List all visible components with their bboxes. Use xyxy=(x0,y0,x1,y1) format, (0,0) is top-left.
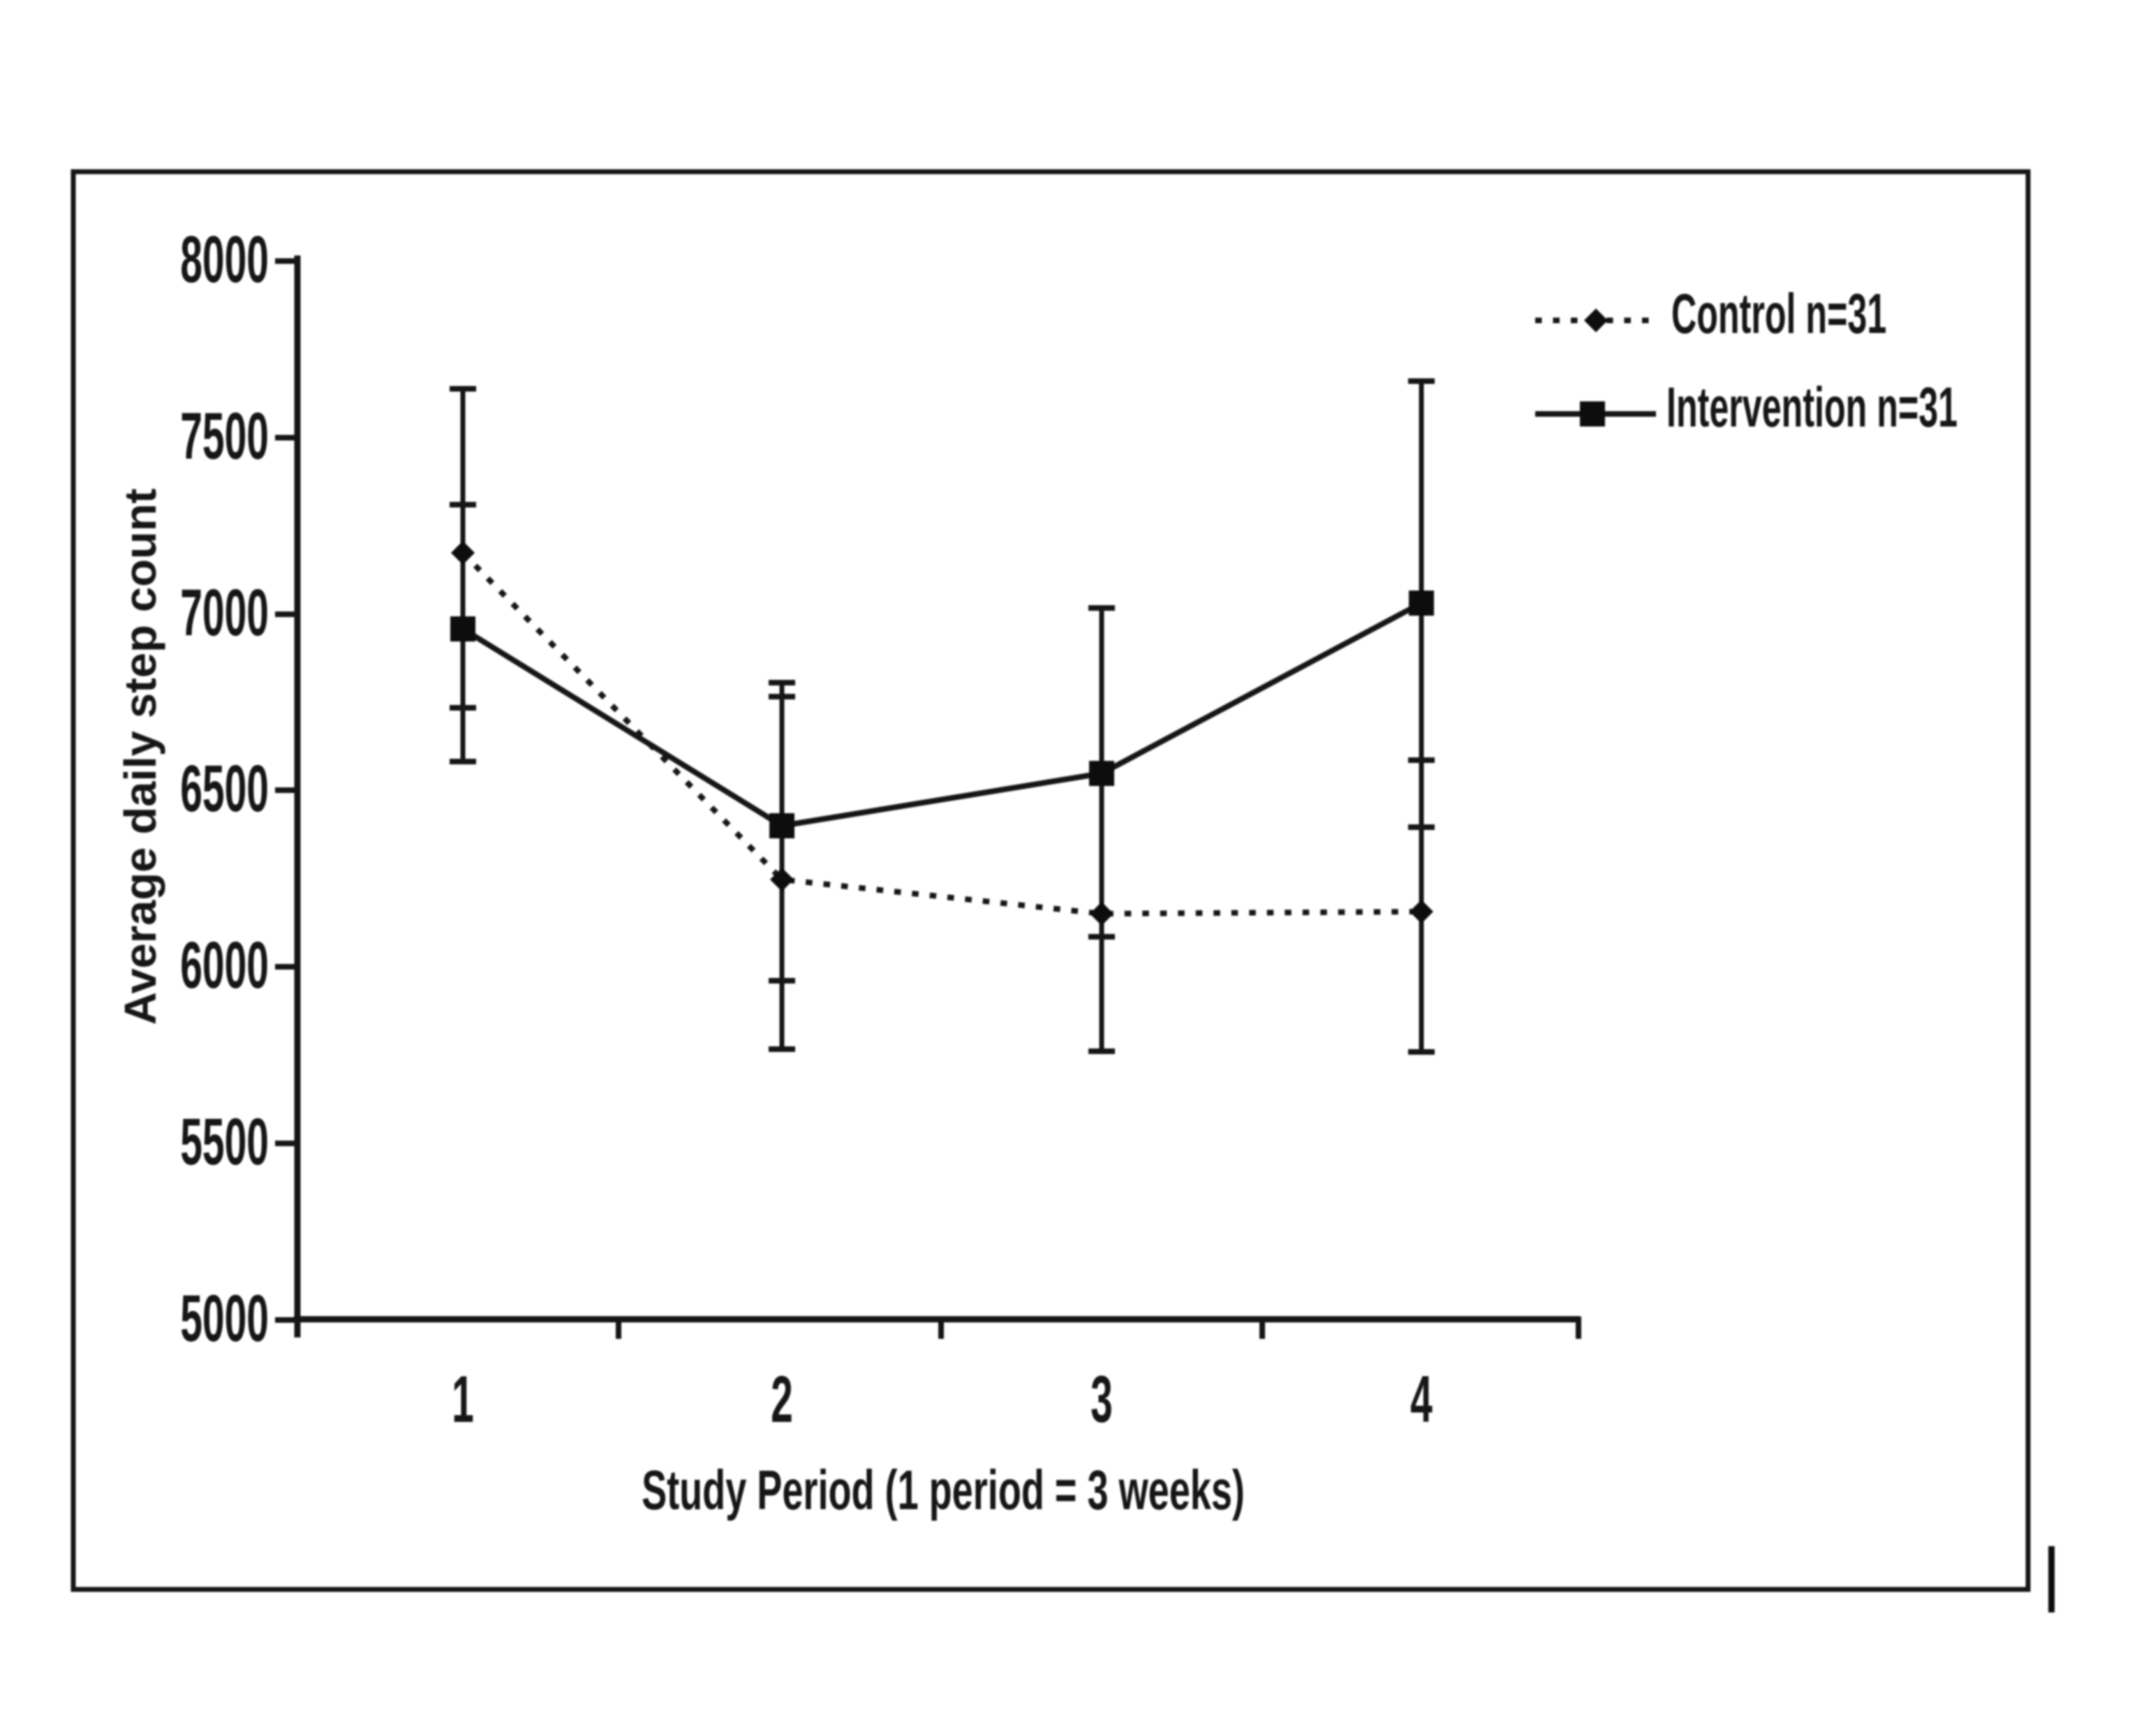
svg-text:5500: 5500 xyxy=(180,1104,269,1179)
svg-text:6000: 6000 xyxy=(180,928,269,1002)
svg-text:4: 4 xyxy=(1410,1362,1433,1437)
svg-text:3: 3 xyxy=(1090,1362,1113,1437)
svg-text:Study Period (1 period = 3 wee: Study Period (1 period = 3 weeks) xyxy=(642,1460,1245,1522)
svg-text:Average daily step count: Average daily step count xyxy=(116,489,165,1025)
svg-text:8000: 8000 xyxy=(180,222,269,297)
svg-text:7000: 7000 xyxy=(180,575,269,650)
svg-text:2: 2 xyxy=(771,1362,793,1437)
svg-text:5000: 5000 xyxy=(180,1281,269,1356)
svg-text:Control n=31: Control n=31 xyxy=(1671,283,1886,346)
svg-text:1: 1 xyxy=(452,1362,474,1437)
svg-text:6500: 6500 xyxy=(180,751,269,826)
svg-text:Intervention n=31: Intervention n=31 xyxy=(1666,376,1958,439)
svg-text:7500: 7500 xyxy=(180,399,269,473)
